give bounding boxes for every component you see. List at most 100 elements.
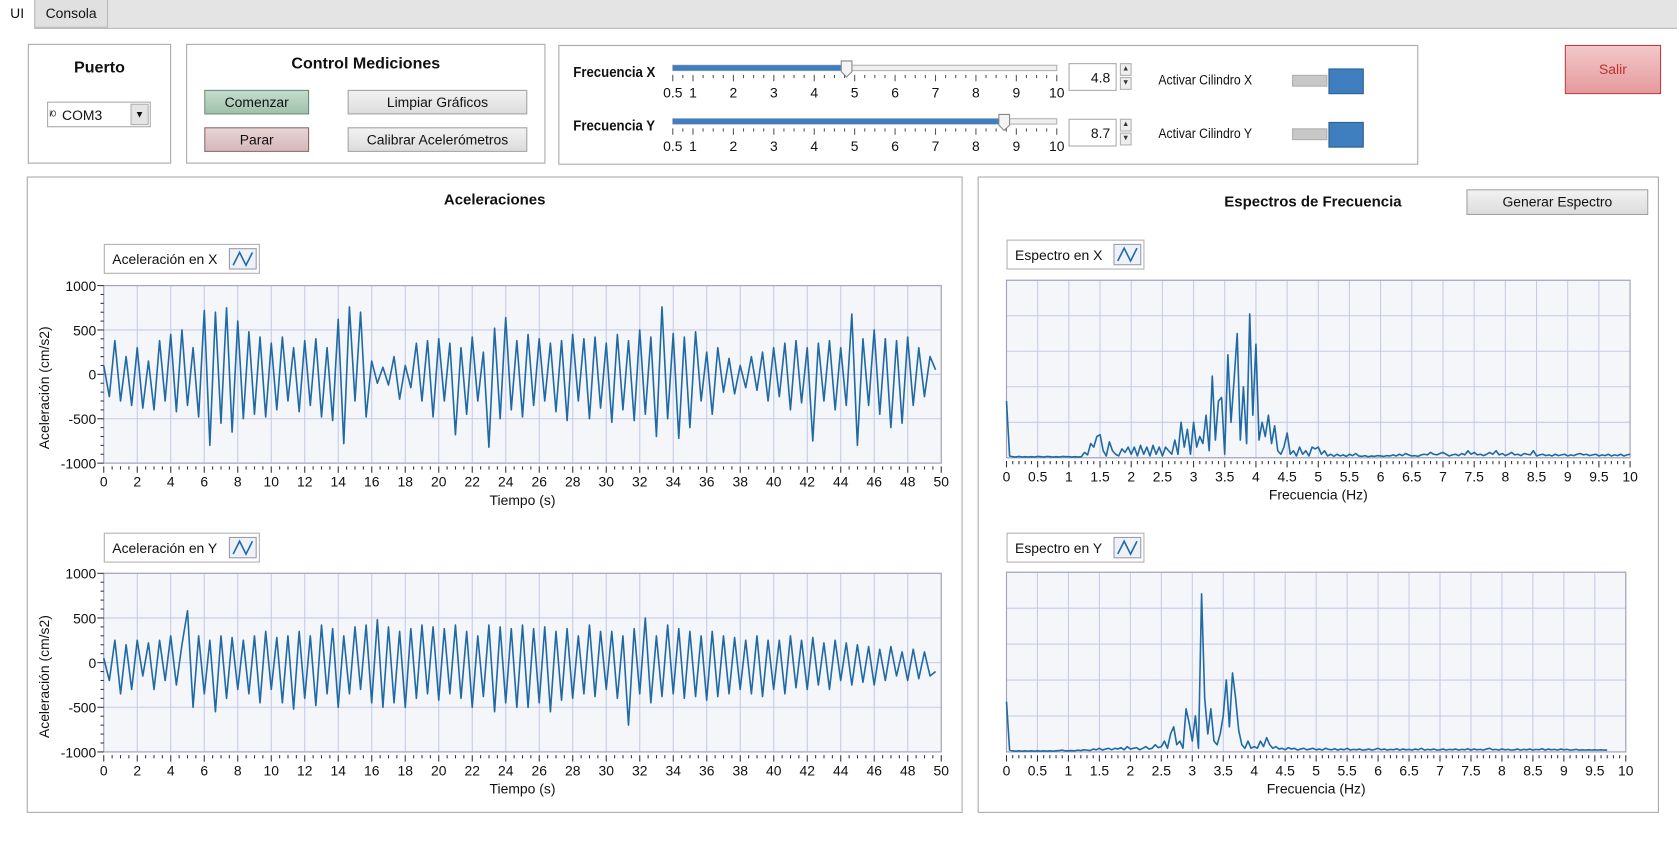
x-tick-label: 18 <box>398 762 414 778</box>
x-tick-label: 5.5 <box>1337 762 1357 778</box>
x-tick-label: 6.5 <box>1402 468 1422 484</box>
slider-thumb[interactable] <box>998 113 1011 132</box>
slider-fill <box>672 65 847 71</box>
calibrate-button[interactable]: Calibrar Acelerómetros <box>347 127 528 152</box>
spin-up-icon[interactable]: ▲ <box>1119 63 1132 76</box>
x-tick-label: 26 <box>532 762 548 778</box>
x-tick-label: 2 <box>1126 762 1134 778</box>
y-tick-label: -500 <box>68 411 96 427</box>
frequency-y-value[interactable]: 8.7 <box>1068 118 1117 147</box>
x-tick-label: 1.5 <box>1090 468 1110 484</box>
exit-button[interactable]: Salir <box>1564 44 1662 95</box>
clear-graphs-button[interactable]: Limpiar Gráficos <box>347 89 528 115</box>
spin-down-icon[interactable]: ▼ <box>1119 77 1132 90</box>
x-tick-label: 24 <box>498 762 514 778</box>
frequency-y-slider[interactable]: 0.5 1 2 3 4 5 6 7 8 9 10 <box>663 113 1094 167</box>
frequency-x-label: Frecuencia X <box>573 63 656 81</box>
x-tick-label: 40 <box>766 474 782 490</box>
chart-legend[interactable]: Espectro en X <box>1006 239 1145 270</box>
x-tick-label: 8 <box>1498 762 1506 778</box>
x-tick-label: 0.5 <box>1028 468 1048 484</box>
x-tick-label: 24 <box>498 474 514 490</box>
control-panel: Control Mediciones Comenzar Parar Limpia… <box>186 43 546 164</box>
x-tick-label: 32 <box>632 762 648 778</box>
chevron-down-icon[interactable]: ▼ <box>130 103 149 126</box>
port-select[interactable]: I/O COM3 ▼ <box>47 101 151 128</box>
y-tick-label: -500 <box>68 700 96 716</box>
x-tick-label: 50 <box>934 762 950 778</box>
y-tick-label: 500 <box>73 610 96 626</box>
x-tick-label: 48 <box>900 474 916 490</box>
generate-spectrum-button[interactable]: Generar Espectro <box>1466 189 1649 215</box>
spin-down-icon[interactable]: ▼ <box>1119 132 1132 146</box>
x-tick-label: 0.5 <box>1028 762 1048 778</box>
slider-tick-label: 0.5 <box>663 84 683 100</box>
y-tick-label: -1000 <box>61 455 97 471</box>
spectra-title: Espectros de Frecuencia <box>1224 192 1402 210</box>
x-tick-label: 20 <box>431 474 447 490</box>
x-tick-label: 28 <box>565 474 581 490</box>
series-line <box>102 610 937 726</box>
x-tick-label: 4 <box>167 762 175 778</box>
line-style-icon[interactable] <box>1113 536 1142 559</box>
x-tick-label: 8.5 <box>1527 468 1547 484</box>
chart-legend[interactable]: Espectro en Y <box>1006 532 1145 563</box>
chart-plot: 0 0.5 1 1.5 2 2.5 3 3.5 4 4.5 5 5.5 6 6.5 7 7.5 8 8.5 9 9.5… <box>1003 279 1638 484</box>
x-tick-label: 46 <box>867 762 883 778</box>
spin-up-icon[interactable]: ▲ <box>1119 118 1132 132</box>
x-tick-label: 4 <box>1252 468 1260 484</box>
slider-tick-label: 1 <box>689 138 697 154</box>
x-tick-label: 8 <box>234 762 242 778</box>
tab-ui[interactable]: UI <box>0 0 35 30</box>
cylinder-x-toggle-track[interactable] <box>1292 74 1328 87</box>
x-tick-label: 42 <box>800 762 816 778</box>
cylinder-y-toggle[interactable] <box>1328 121 1364 148</box>
x-tick-label: 8 <box>1501 468 1509 484</box>
cylinder-y-toggle-track[interactable] <box>1292 128 1328 141</box>
slider-tick-label: 8 <box>972 138 980 154</box>
line-style-icon[interactable] <box>228 536 257 559</box>
x-tick-label: 16 <box>364 474 380 490</box>
puerto-title: Puerto <box>74 58 125 78</box>
chart-legend[interactable]: Aceleración en Y <box>103 532 260 563</box>
slider-tick-label: 9 <box>1012 138 1020 154</box>
x-tick-label: 5 <box>1312 762 1320 778</box>
port-value: COM3 <box>62 106 103 124</box>
tab-consola[interactable]: Consola <box>34 0 109 28</box>
y-tick-label: 0 <box>89 655 97 671</box>
frequency-x-value[interactable]: 4.8 <box>1068 63 1117 91</box>
x-tick-label: 9 <box>1564 468 1572 484</box>
slider-tick-label: 10 <box>1049 138 1065 154</box>
stop-button[interactable]: Parar <box>204 127 310 152</box>
slider-tick-label: 5 <box>851 84 859 100</box>
x-tick-label: 8.5 <box>1523 762 1543 778</box>
frequency-x-slider[interactable]: 0.5 1 2 3 4 5 6 7 8 9 10 <box>663 60 1094 113</box>
x-tick-label: 22 <box>465 762 481 778</box>
series-line <box>1005 313 1631 458</box>
x-tick-label: 4 <box>167 474 175 490</box>
x-tick-label: 34 <box>666 762 682 778</box>
slider-thumb[interactable] <box>840 60 853 78</box>
chart-legend[interactable]: Aceleración en X <box>103 243 260 274</box>
x-tick-label: 9.5 <box>1585 762 1605 778</box>
x-tick-label: 2 <box>133 474 141 490</box>
x-axis-title: Tiempo (s) <box>489 492 556 509</box>
slider-tick-label: 4 <box>810 84 818 100</box>
x-tick-label: 7.5 <box>1465 468 1485 484</box>
line-style-icon[interactable] <box>1113 243 1142 266</box>
series-line <box>1005 593 1608 752</box>
x-tick-label: 30 <box>599 762 615 778</box>
y-tick-label: 500 <box>73 322 96 338</box>
x-tick-label: 3 <box>1190 468 1198 484</box>
start-button[interactable]: Comenzar <box>204 89 310 115</box>
cylinder-x-toggle[interactable] <box>1328 68 1364 95</box>
slider-tick-label: 7 <box>932 84 940 100</box>
x-tick-label: 3.5 <box>1215 468 1235 484</box>
y-tick-label: 0 <box>89 367 97 383</box>
x-tick-label: 14 <box>331 762 347 778</box>
line-style-icon[interactable] <box>228 248 257 270</box>
legend-label: Espectro en X <box>1015 247 1103 264</box>
x-tick-label: 4 <box>1250 762 1258 778</box>
x-tick-label: 18 <box>398 474 414 490</box>
x-tick-label: 0 <box>1003 762 1011 778</box>
